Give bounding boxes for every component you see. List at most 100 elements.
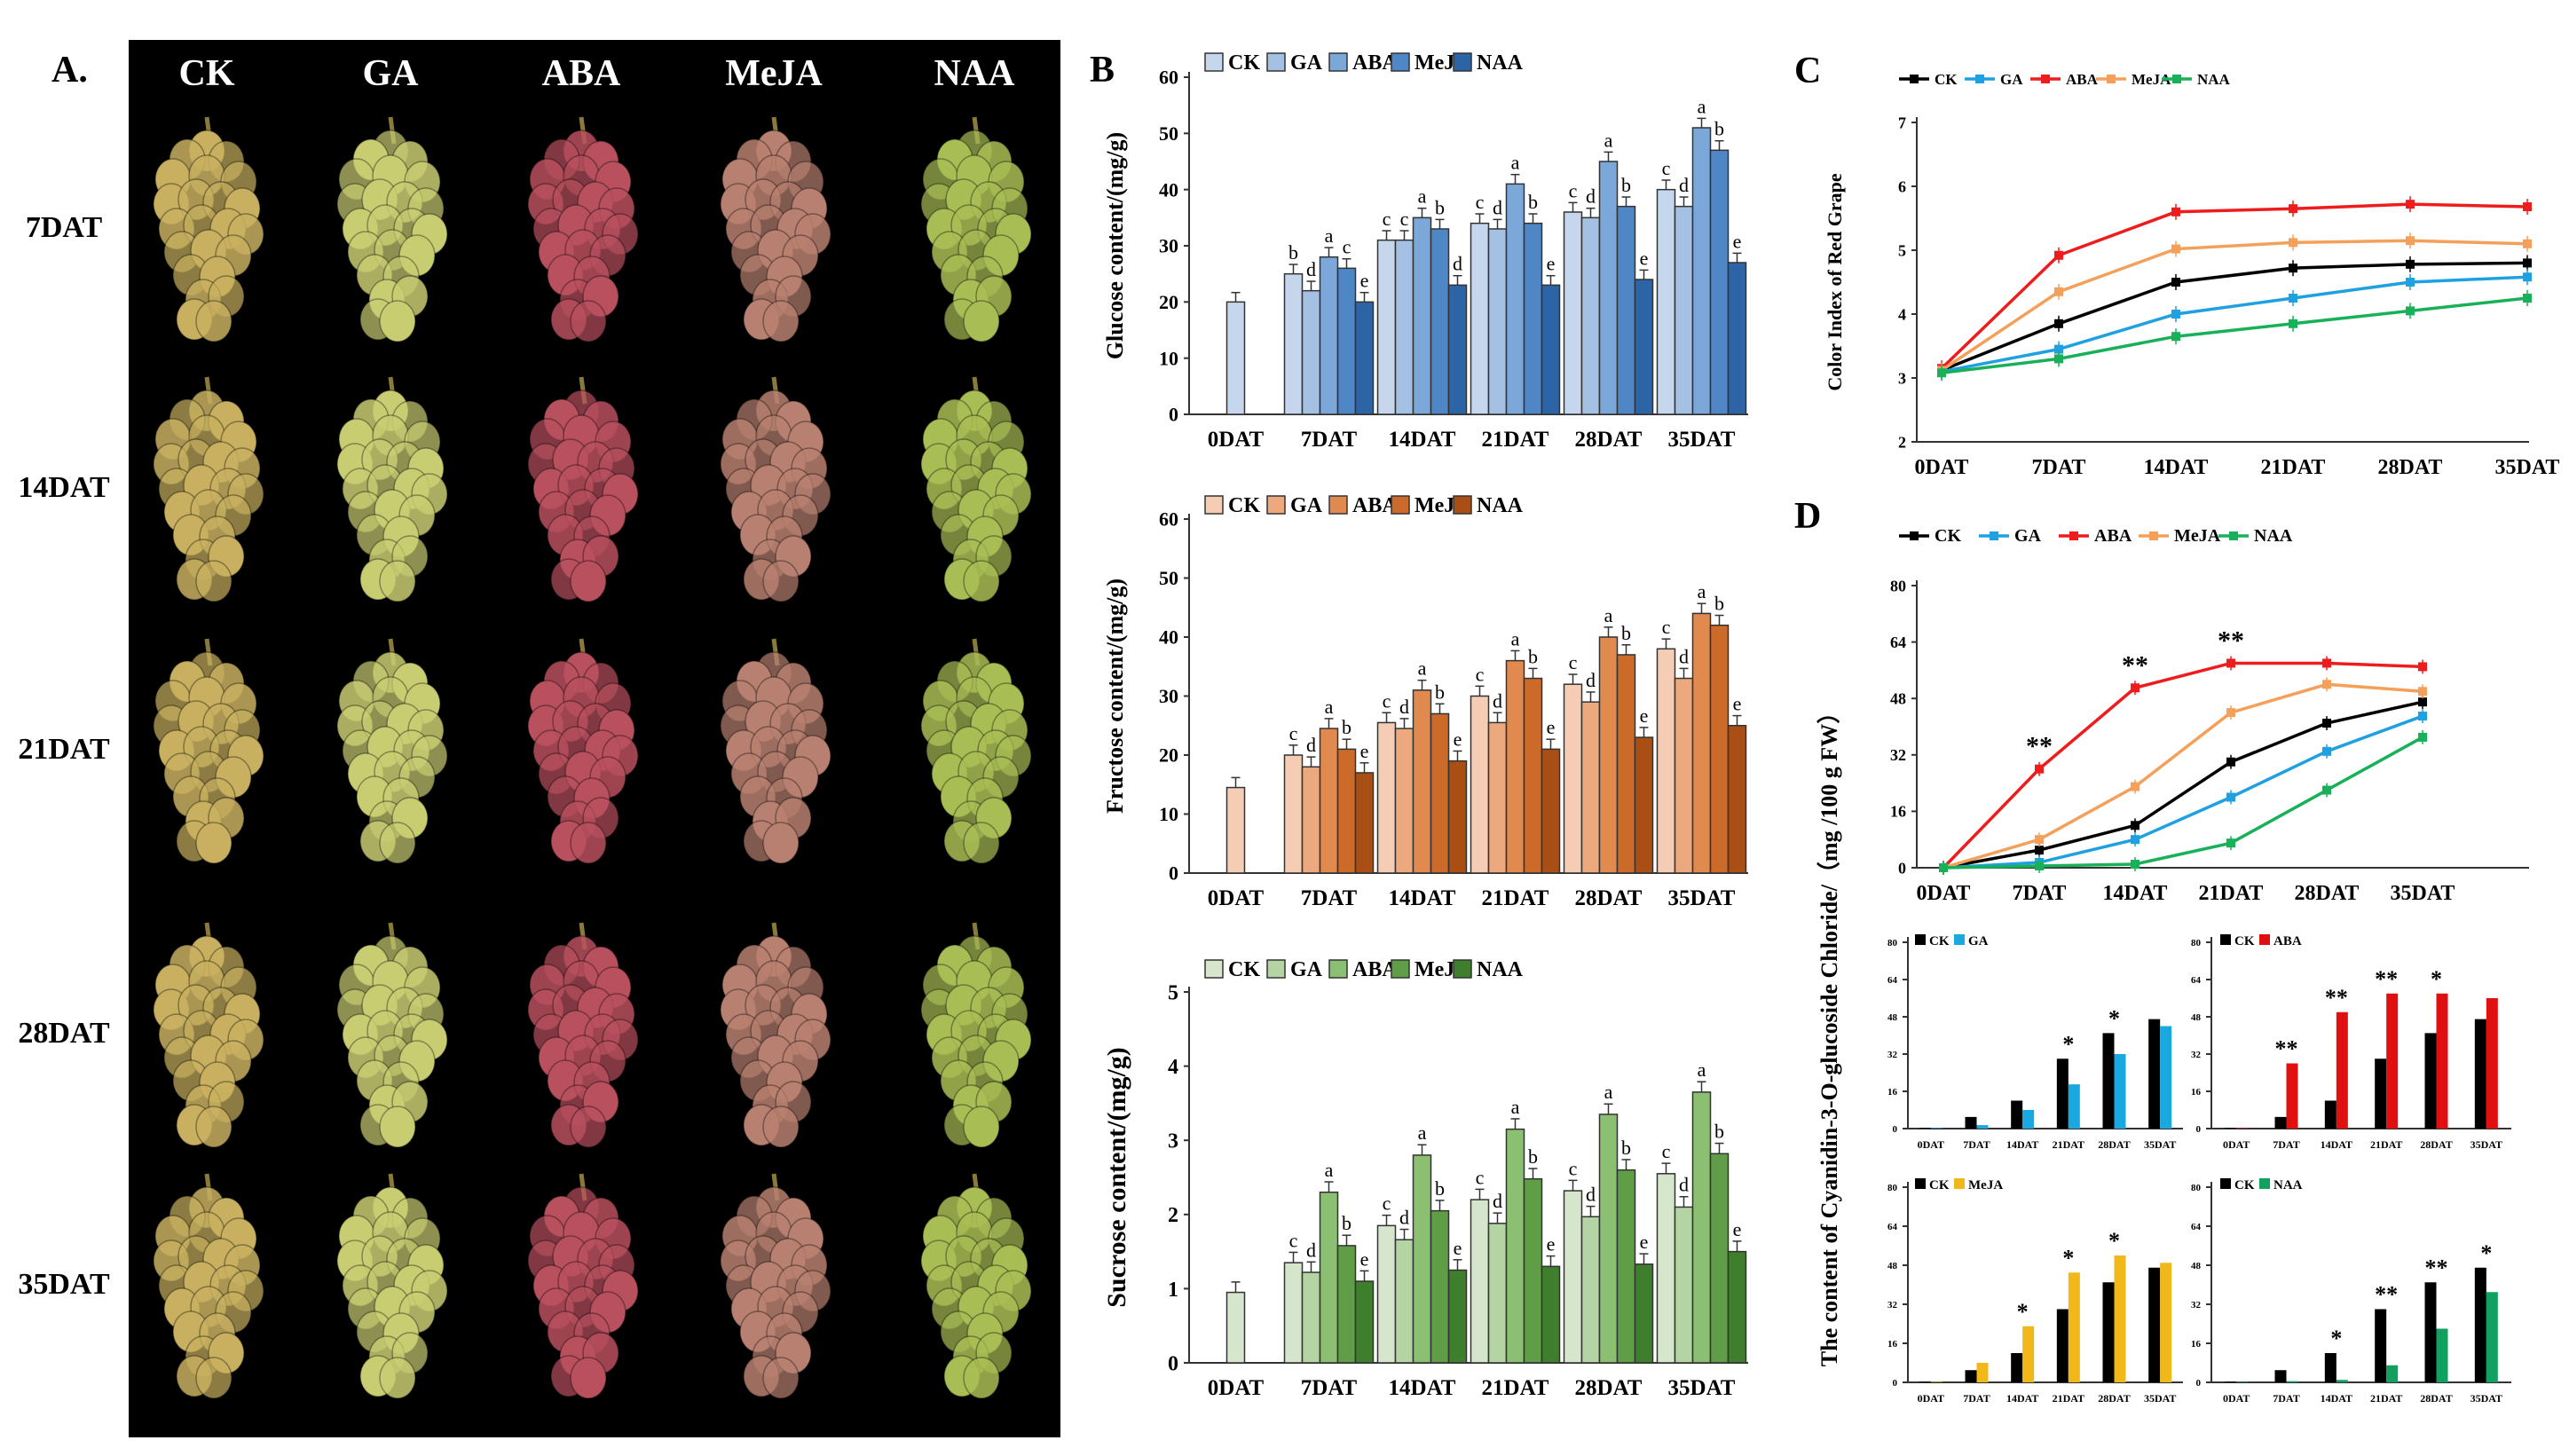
- data-point: [2226, 757, 2235, 767]
- bar: [2148, 1019, 2161, 1129]
- bar: [1319, 1191, 1339, 1364]
- significance-letter: c: [1569, 179, 1578, 201]
- bar: [1727, 262, 1747, 415]
- bar: [1580, 701, 1601, 874]
- bar: [1541, 748, 1561, 874]
- y-tick-label: 0: [1168, 1352, 1178, 1375]
- data-point: [2406, 306, 2415, 316]
- grape-bunch-image: [920, 1173, 1032, 1399]
- significance-letter: d: [1679, 645, 1689, 667]
- significance-letter: a: [1418, 657, 1427, 680]
- bar: [1376, 239, 1397, 415]
- legend-label: CK: [1935, 71, 1958, 88]
- x-tick-label: 0DAT: [1918, 1392, 1944, 1405]
- significance-letter: b: [1714, 118, 1724, 140]
- bar: [2386, 993, 2399, 1129]
- y-tick-label: 3: [1168, 1130, 1178, 1153]
- grape-berry: [195, 560, 232, 602]
- grape-bunch-image: [527, 1173, 639, 1399]
- legend-swatch: [1266, 52, 1286, 72]
- stage-label: 14DAT: [18, 471, 110, 504]
- bar: [1487, 1223, 1508, 1364]
- x-tick-label: 14DAT: [1389, 1376, 1456, 1400]
- bar: [2436, 993, 2448, 1129]
- legend-label: NAA: [1477, 958, 1524, 981]
- significance-stars: **: [2122, 650, 2148, 680]
- y-tick-label: 40: [1159, 178, 1178, 201]
- significance-letter: b: [1435, 681, 1445, 703]
- significance-stars: *: [2017, 1299, 2029, 1325]
- bar: [2474, 1267, 2486, 1382]
- bar: [1580, 216, 1601, 415]
- y-tick-label: 32: [2191, 1300, 2202, 1310]
- legend-marker: [2069, 531, 2078, 540]
- legend-label: GA: [1290, 51, 1323, 75]
- x-tick-label: 0DAT: [1918, 1138, 1944, 1151]
- significance-letter: a: [1418, 185, 1427, 208]
- panel-label: B: [1090, 50, 1115, 91]
- legend-swatch: [2220, 934, 2231, 945]
- y-axis-title: The content of Cyanidin-3-O-glucoside Ch…: [1816, 701, 1842, 1366]
- series-line: [1942, 661, 2423, 870]
- bar: [1301, 289, 1321, 415]
- legend-swatch: [2259, 934, 2270, 945]
- x-tick-label: 35DAT: [2470, 1138, 2502, 1151]
- significance-letter: d: [1586, 185, 1596, 208]
- panel-label: D: [1794, 496, 1821, 537]
- bar: [1412, 216, 1432, 415]
- significance-letter: d: [1306, 1239, 1316, 1261]
- data-point: [2523, 258, 2532, 268]
- bar: [2436, 1328, 2448, 1382]
- legend-swatch: [2259, 1178, 2270, 1189]
- cyanidin-ck-vs-naa-bar-chart: 0 16 32 48 64 80 CK NAA 0DAT 7DAT 14DAT * 21DAT ** 28D…: [2191, 1178, 2511, 1405]
- legend-swatch: [1204, 959, 1224, 979]
- significance-letter: e: [1360, 270, 1369, 292]
- stage-label: 21DAT: [18, 733, 110, 766]
- significance-letter: c: [1383, 689, 1391, 712]
- bar: [2225, 1381, 2237, 1382]
- x-tick-label: 35DAT: [1668, 1376, 1736, 1400]
- x-tick-label: 14DAT: [2103, 882, 2168, 905]
- bar: [1447, 1269, 1468, 1364]
- legend-label: ABA: [1352, 958, 1398, 981]
- legend-label: ABA: [2066, 71, 2099, 88]
- legend-label: GA: [2014, 526, 2042, 546]
- legend-swatch: [1391, 495, 1410, 515]
- bar: [1430, 1209, 1450, 1364]
- data-point: [2406, 236, 2415, 246]
- significance-letter: d: [1586, 669, 1596, 691]
- bar: [1505, 1128, 1525, 1364]
- treatment-label: MeJA: [725, 53, 823, 94]
- bar: [2375, 1059, 2387, 1129]
- legend-swatch: [1204, 495, 1224, 515]
- y-tick-label: 80: [1890, 577, 1906, 594]
- bar: [2424, 1033, 2437, 1129]
- data-point: [2035, 835, 2044, 845]
- bar: [1447, 284, 1468, 415]
- series-line: [1941, 275, 2528, 374]
- y-tick-label: 0: [1898, 859, 1906, 877]
- legend-label: ABA: [2094, 526, 2132, 546]
- bar: [1523, 677, 1543, 874]
- bar: [1283, 272, 1304, 415]
- significance-letter: c: [1476, 191, 1485, 213]
- data-point: [2035, 846, 2044, 855]
- y-axis-title: Sucrose content/(mg/g): [1102, 1047, 1131, 1308]
- bar: [1656, 648, 1676, 874]
- bar: [1919, 1381, 1931, 1382]
- grape-berry: [762, 560, 800, 602]
- bar: [1930, 1381, 1943, 1382]
- bar: [1470, 695, 1490, 874]
- data-point: [2406, 200, 2415, 209]
- bar: [2148, 1267, 2161, 1382]
- data-point: [2171, 332, 2180, 342]
- data-point: [2131, 782, 2140, 791]
- significance-letter: a: [1511, 627, 1520, 649]
- data-point: [2131, 860, 2140, 870]
- data-point: [1937, 368, 1946, 378]
- significance-letter: a: [1418, 1122, 1427, 1144]
- y-axis-title: Glucose content/(mg/g): [1102, 132, 1128, 359]
- series-line: [1941, 296, 2528, 374]
- significance-letter: d: [1493, 689, 1502, 712]
